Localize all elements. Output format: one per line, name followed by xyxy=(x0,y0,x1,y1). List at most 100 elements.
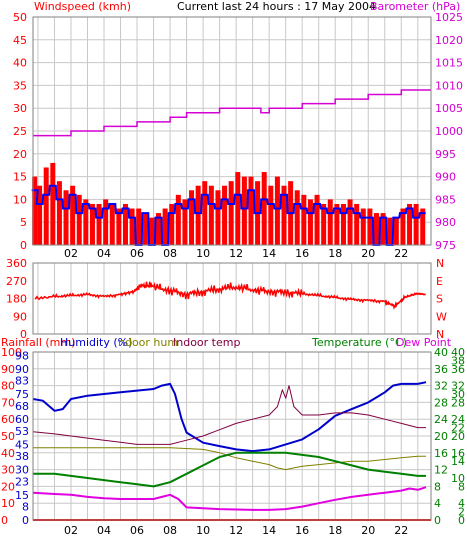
rainfall-tick-label: 50 xyxy=(1,430,15,443)
windspeed-bar xyxy=(202,181,208,245)
temperature-tick-label: 8 xyxy=(434,480,441,493)
humidity-tick-label: 30 xyxy=(15,464,29,477)
humidity-tick-label: 60 xyxy=(15,413,29,426)
windspeed-bar xyxy=(367,208,373,245)
windspeed-bar xyxy=(228,181,234,245)
direction-tick-label: 270 xyxy=(6,275,27,288)
temperature-tick-label: 12 xyxy=(434,464,448,477)
hour-tick-label: 18 xyxy=(328,524,342,537)
dew-point-tick-label: 8 xyxy=(458,480,465,493)
windspeed-bar xyxy=(96,203,102,245)
humidity-line xyxy=(32,381,427,453)
hour-tick-label: 02 xyxy=(64,524,78,537)
windspeed-bar xyxy=(420,208,426,245)
windspeed-bar xyxy=(235,172,241,245)
temperature-tick-label: 28 xyxy=(434,396,448,409)
dew-point-tick-label: 40 xyxy=(451,346,465,359)
humidity-tick-label: 83 xyxy=(15,375,29,388)
windspeed-bar xyxy=(63,190,69,245)
rainfall-tick-label: 90 xyxy=(1,363,15,376)
hour-tick-label: 22 xyxy=(394,247,408,260)
dew-point-tick-label: 22 xyxy=(451,422,465,435)
barometer-tick-label: 1005 xyxy=(435,102,463,115)
wind-tick-label: 10 xyxy=(13,193,27,206)
dew-point-tick-label: 28 xyxy=(451,396,465,409)
windspeed-bar xyxy=(222,185,228,245)
windspeed-bar xyxy=(169,203,175,245)
rainfall-tick-label: 20 xyxy=(1,480,15,493)
humidity-tick-label: 90 xyxy=(15,363,29,376)
direction-tick-label: 0 xyxy=(20,328,27,341)
indoor-temp-line xyxy=(32,385,426,445)
rainfall-tick-label: 70 xyxy=(1,396,15,409)
hour-tick-label: 12 xyxy=(229,524,243,537)
rainfall-tick-label: 40 xyxy=(1,447,15,460)
temperature-axis-label: Temperature (°C) xyxy=(311,336,407,349)
humidity-tick-label: 15 xyxy=(15,489,29,502)
windspeed-bar xyxy=(182,199,188,245)
hour-tick-label: 06 xyxy=(130,524,144,537)
hour-tick-label: 04 xyxy=(97,247,111,260)
barometer-tick-label: 990 xyxy=(435,171,456,184)
windspeed-bar xyxy=(116,208,122,245)
temperature-tick-label: 4 xyxy=(434,497,441,510)
hour-tick-label: 22 xyxy=(394,524,408,537)
windspeed-bar xyxy=(321,203,327,245)
temperature-tick-label: 0 xyxy=(434,514,441,527)
windspeed-bar xyxy=(50,162,56,245)
barometer-tick-label: 1020 xyxy=(435,34,463,47)
windspeed-bar xyxy=(76,194,82,245)
windspeed-bar xyxy=(387,217,393,245)
windspeed-bar xyxy=(122,203,128,245)
windspeed-bar xyxy=(43,167,49,245)
windspeed-bar xyxy=(413,203,419,245)
temperature-tick-label: 16 xyxy=(434,447,448,460)
barometer-line xyxy=(33,89,431,137)
rainfall-tick-label: 100 xyxy=(1,346,22,359)
dew-point-tick-label: 38 xyxy=(451,354,465,367)
windspeed-bar xyxy=(340,203,346,245)
rainfall-axis-label: Rainfall (mm) xyxy=(1,336,75,349)
wind-tick-label: 30 xyxy=(13,102,27,115)
barometer-tick-label: 1010 xyxy=(435,79,463,92)
compass-tick-label: E xyxy=(436,275,443,288)
barometer-tick-label: 1000 xyxy=(435,125,463,138)
windspeed-bar xyxy=(241,176,247,245)
dew-point-tick-label: 30 xyxy=(451,388,465,401)
rainfall-tick-label: 30 xyxy=(1,464,15,477)
wind-tick-label: 0 xyxy=(20,239,27,252)
windspeed-bar xyxy=(393,217,399,245)
hour-tick-label: 16 xyxy=(295,524,309,537)
hour-tick-label: 12 xyxy=(229,247,243,260)
windspeed-bar xyxy=(407,203,413,245)
indoor-humidity-line xyxy=(33,447,426,471)
barometer-tick-label: 985 xyxy=(435,193,456,206)
windspeed-bar xyxy=(129,208,135,245)
temperature-tick-label: 36 xyxy=(434,363,448,376)
windspeed-bar xyxy=(37,185,43,245)
hour-tick-label: 10 xyxy=(196,247,210,260)
rainfall-tick-label: 80 xyxy=(1,380,15,393)
hour-tick-label: 16 xyxy=(295,247,309,260)
hour-tick-label: 08 xyxy=(163,524,177,537)
windspeed-bar xyxy=(32,176,38,245)
compass-tick-label: S xyxy=(436,293,443,306)
hour-tick-label: 02 xyxy=(64,247,78,260)
dew-point-tick-label: 14 xyxy=(451,455,465,468)
temperature-tick-label: 20 xyxy=(434,430,448,443)
wind-tick-label: 20 xyxy=(13,148,27,161)
windspeed-bar xyxy=(89,203,95,245)
indoor-hum-legend-label: ndoor hum xyxy=(118,336,178,349)
barometer-tick-label: 995 xyxy=(435,148,456,161)
temperature-line xyxy=(33,451,426,488)
compass-tick-label: N xyxy=(436,257,444,270)
humidity-axis-label: Humidity (%) xyxy=(60,336,132,349)
compass-tick-label: N xyxy=(436,328,444,341)
wind-tick-label: 5 xyxy=(20,216,27,229)
direction-panel-frame xyxy=(32,262,432,335)
windspeed-bar xyxy=(175,194,181,245)
windspeed-bar xyxy=(189,190,195,245)
humidity-tick-label: 75 xyxy=(15,388,29,401)
hour-tick-label: 18 xyxy=(328,247,342,260)
